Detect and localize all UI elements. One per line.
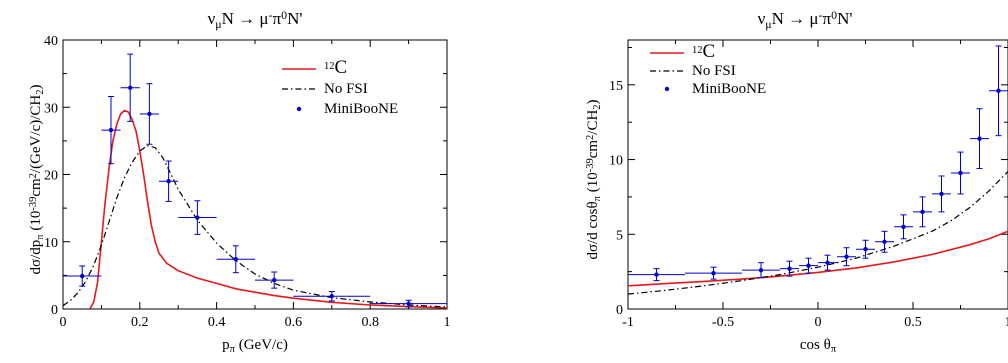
data-point <box>882 239 887 244</box>
x-tick-label: 0 <box>60 315 67 330</box>
y-tick-label: 0 <box>616 303 623 318</box>
data-point <box>863 247 868 252</box>
data-point <box>128 85 133 90</box>
legend-label: MiniBooNE <box>324 101 398 117</box>
series-line-2 <box>628 171 1008 295</box>
x-tick-label: 0 <box>815 315 822 330</box>
legend-marker <box>296 106 302 112</box>
y-tick-label: 10 <box>609 154 623 169</box>
y-tick-label: 40 <box>44 34 58 49</box>
series-line-1 <box>89 109 447 309</box>
x-tick-label: 1 <box>444 315 451 330</box>
data-point <box>825 260 830 265</box>
data-point <box>996 88 1001 94</box>
plot-frame <box>62 39 448 310</box>
x-tick-label: 0.8 <box>361 315 379 330</box>
data-point <box>901 224 906 230</box>
series-line-1 <box>628 230 1008 287</box>
data-point <box>939 191 944 197</box>
y-tick-label: 30 <box>44 101 58 116</box>
data-point <box>711 270 716 276</box>
data-point <box>233 257 238 262</box>
x-axis-label: pπ (GeV/c) <box>222 337 288 355</box>
y-tick-label: 15 <box>609 79 623 94</box>
data-point <box>806 263 811 268</box>
x-tick-label: 1 <box>1005 315 1008 330</box>
y-tick-label: 5 <box>616 228 623 243</box>
series-line-2 <box>63 144 447 308</box>
data-point <box>166 179 171 184</box>
x-tick-label: 0.6 <box>285 315 303 330</box>
data-point <box>958 170 963 176</box>
legend-marker <box>664 86 670 92</box>
plot-area <box>63 53 447 309</box>
chart-title: νμN → μ-π0N' <box>208 8 303 30</box>
data-point <box>977 136 982 141</box>
data-point <box>787 266 792 271</box>
data-point <box>80 273 85 279</box>
x-tick-label: 0.4 <box>208 315 226 330</box>
data-point <box>272 277 277 283</box>
y-tick-label: 10 <box>44 236 58 251</box>
legend-label: No FSI <box>324 81 368 97</box>
data-point <box>844 254 849 259</box>
y-axis-label: dσ/dpπ (10-39cm2/(GeV/c)/CH2) <box>28 85 47 275</box>
plot-frame <box>627 39 1008 310</box>
legend-label: 12C <box>324 57 347 78</box>
y-tick-label: 0 <box>51 303 58 318</box>
y-tick-label: 20 <box>44 169 58 184</box>
data-point <box>920 209 925 215</box>
x-tick-label: -1 <box>622 315 634 330</box>
x-tick-label: 0.2 <box>131 315 149 330</box>
data-point <box>147 111 152 117</box>
x-tick-label: -0.5 <box>712 315 734 330</box>
y-axis-label: dσ/d cosθπ (10-39cm2/CH2) <box>585 99 604 259</box>
data-point <box>329 294 334 299</box>
legend-label: No FSI <box>692 63 736 79</box>
data-point <box>654 272 659 277</box>
data-point <box>406 301 411 306</box>
data-point <box>108 127 114 133</box>
x-axis-label: cos θπ <box>800 337 837 355</box>
chart-title: νμN → μ-π0N' <box>758 8 853 30</box>
legend-label: 12C <box>692 41 715 62</box>
legend-label: MiniBooNE <box>692 81 766 97</box>
plot-area <box>628 45 1008 295</box>
x-tick-label: 0.5 <box>904 315 922 330</box>
data-point <box>758 267 764 273</box>
data-point <box>195 215 200 220</box>
